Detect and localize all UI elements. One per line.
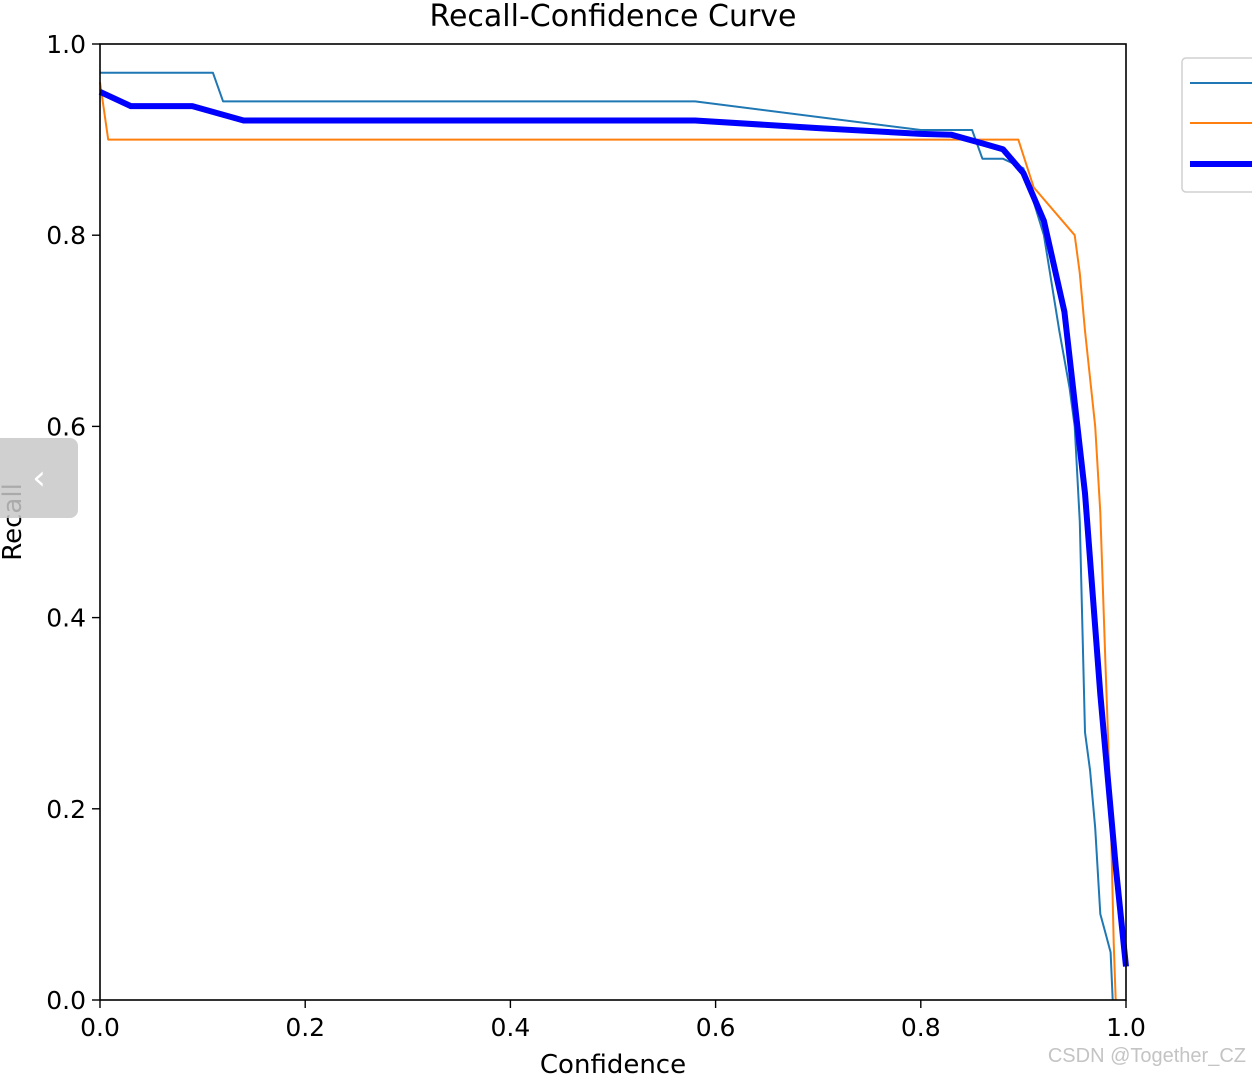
legend-box: [1181, 57, 1252, 193]
series-line-1: [100, 71, 1114, 1001]
x-tick-label: 0.2: [285, 1013, 325, 1042]
x-tick-label: 0.8: [901, 1013, 941, 1042]
chevron-left-icon: ‹: [32, 458, 46, 498]
x-tick-label: 0.6: [696, 1013, 736, 1042]
y-tick-label: 0.2: [46, 795, 86, 824]
x-axis-label: Confidence: [540, 1050, 686, 1078]
y-tick-label: 0.6: [46, 412, 86, 441]
series-line-3: [98, 89, 1129, 967]
y-tick-label: 0.0: [46, 986, 86, 1015]
y-tick-label: 0.8: [46, 221, 86, 250]
plot-frame: [99, 43, 1127, 1001]
watermark: CSDN @Together_CZ: [1047, 1045, 1246, 1067]
chart-title: Recall-Confidence Curve: [429, 0, 796, 34]
previous-image-button[interactable]: ‹: [0, 438, 78, 518]
x-tick-label: 0.0: [80, 1013, 120, 1042]
y-tick-label: 1.0: [46, 30, 86, 59]
y-tick-label: 0.4: [46, 604, 86, 633]
series-line-2: [99, 82, 1117, 1001]
x-tick-label: 1.0: [1106, 1013, 1146, 1042]
x-tick-label: 0.4: [491, 1013, 531, 1042]
